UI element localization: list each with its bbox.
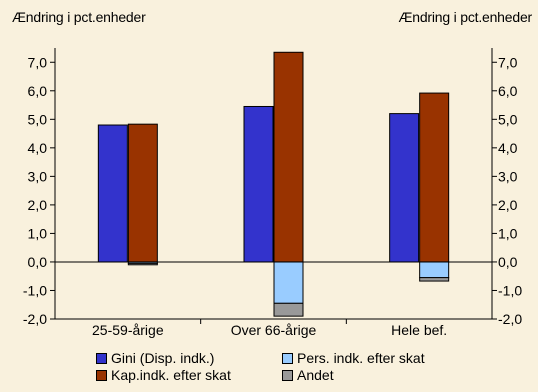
right-y-tick-label: 0,0 — [498, 254, 518, 270]
legend-swatch-gini — [96, 353, 107, 364]
bar-gini — [243, 105, 274, 263]
right-y-tick-label: 7,0 — [498, 54, 518, 70]
bar-kapital — [419, 92, 450, 263]
bar-personlig — [273, 261, 304, 304]
legend-label-andet: Andet — [297, 367, 334, 383]
bar-gini — [97, 124, 128, 263]
x-category-label: Hele bef. — [391, 322, 447, 338]
legend-item-gini: Gini (Disp. indk.) — [96, 350, 214, 367]
right-y-tick-label: 5,0 — [498, 111, 518, 127]
legend-swatch-andet — [282, 370, 293, 381]
right-y-tick-label: 3,0 — [498, 168, 518, 184]
left-y-tick-label: 6,0 — [28, 83, 48, 99]
left-y-tick-label: 2,0 — [28, 197, 48, 213]
x-category-label: 25-59-årige — [92, 322, 164, 338]
right-y-tick-label: 4,0 — [498, 140, 518, 156]
legend-swatch-kapital — [96, 370, 107, 381]
right-y-tick-label: -2,0 — [498, 311, 522, 327]
right-axis-unit-label: Ændring i pct.enheder — [398, 9, 532, 25]
right-y-tick-label: 6,0 — [498, 83, 518, 99]
right-y-tick-label: 2,0 — [498, 197, 518, 213]
legend-swatch-personlig — [282, 353, 293, 364]
legend-label-gini: Gini (Disp. indk.) — [111, 350, 215, 366]
left-y-tick-label: 0,0 — [28, 254, 48, 270]
left-y-tick-label: -1,0 — [23, 282, 47, 298]
left-y-tick-label: -2,0 — [23, 311, 47, 327]
legend-label-personlig: Pers. indk. efter skat — [297, 350, 425, 366]
right-y-tick-label: -1,0 — [498, 282, 522, 298]
legend-item-andet: Andet — [282, 367, 334, 384]
left-axis-unit-label: Ændring i pct.enheder — [12, 9, 146, 25]
bar-andet — [273, 302, 304, 317]
bar-andet — [127, 262, 158, 266]
left-y-tick-label: 1,0 — [28, 225, 48, 241]
bar-personlig — [419, 261, 450, 279]
bar-andet — [419, 277, 450, 282]
left-y-tick-label: 5,0 — [28, 111, 48, 127]
right-y-tick-label: 1,0 — [498, 225, 518, 241]
legend-item-kapital: Kap.indk. efter skat — [96, 367, 231, 384]
x-category-label: Over 66-årige — [231, 322, 317, 338]
bar-kapital — [127, 123, 158, 263]
left-y-tick-label: 4,0 — [28, 140, 48, 156]
left-y-tick-label: 7,0 — [28, 54, 48, 70]
bar-gini — [389, 113, 420, 263]
legend-label-kapital: Kap.indk. efter skat — [111, 367, 231, 383]
bar-kapital — [273, 51, 304, 263]
legend-item-personlig: Pers. indk. efter skat — [282, 350, 425, 367]
left-y-tick-label: 3,0 — [28, 168, 48, 184]
